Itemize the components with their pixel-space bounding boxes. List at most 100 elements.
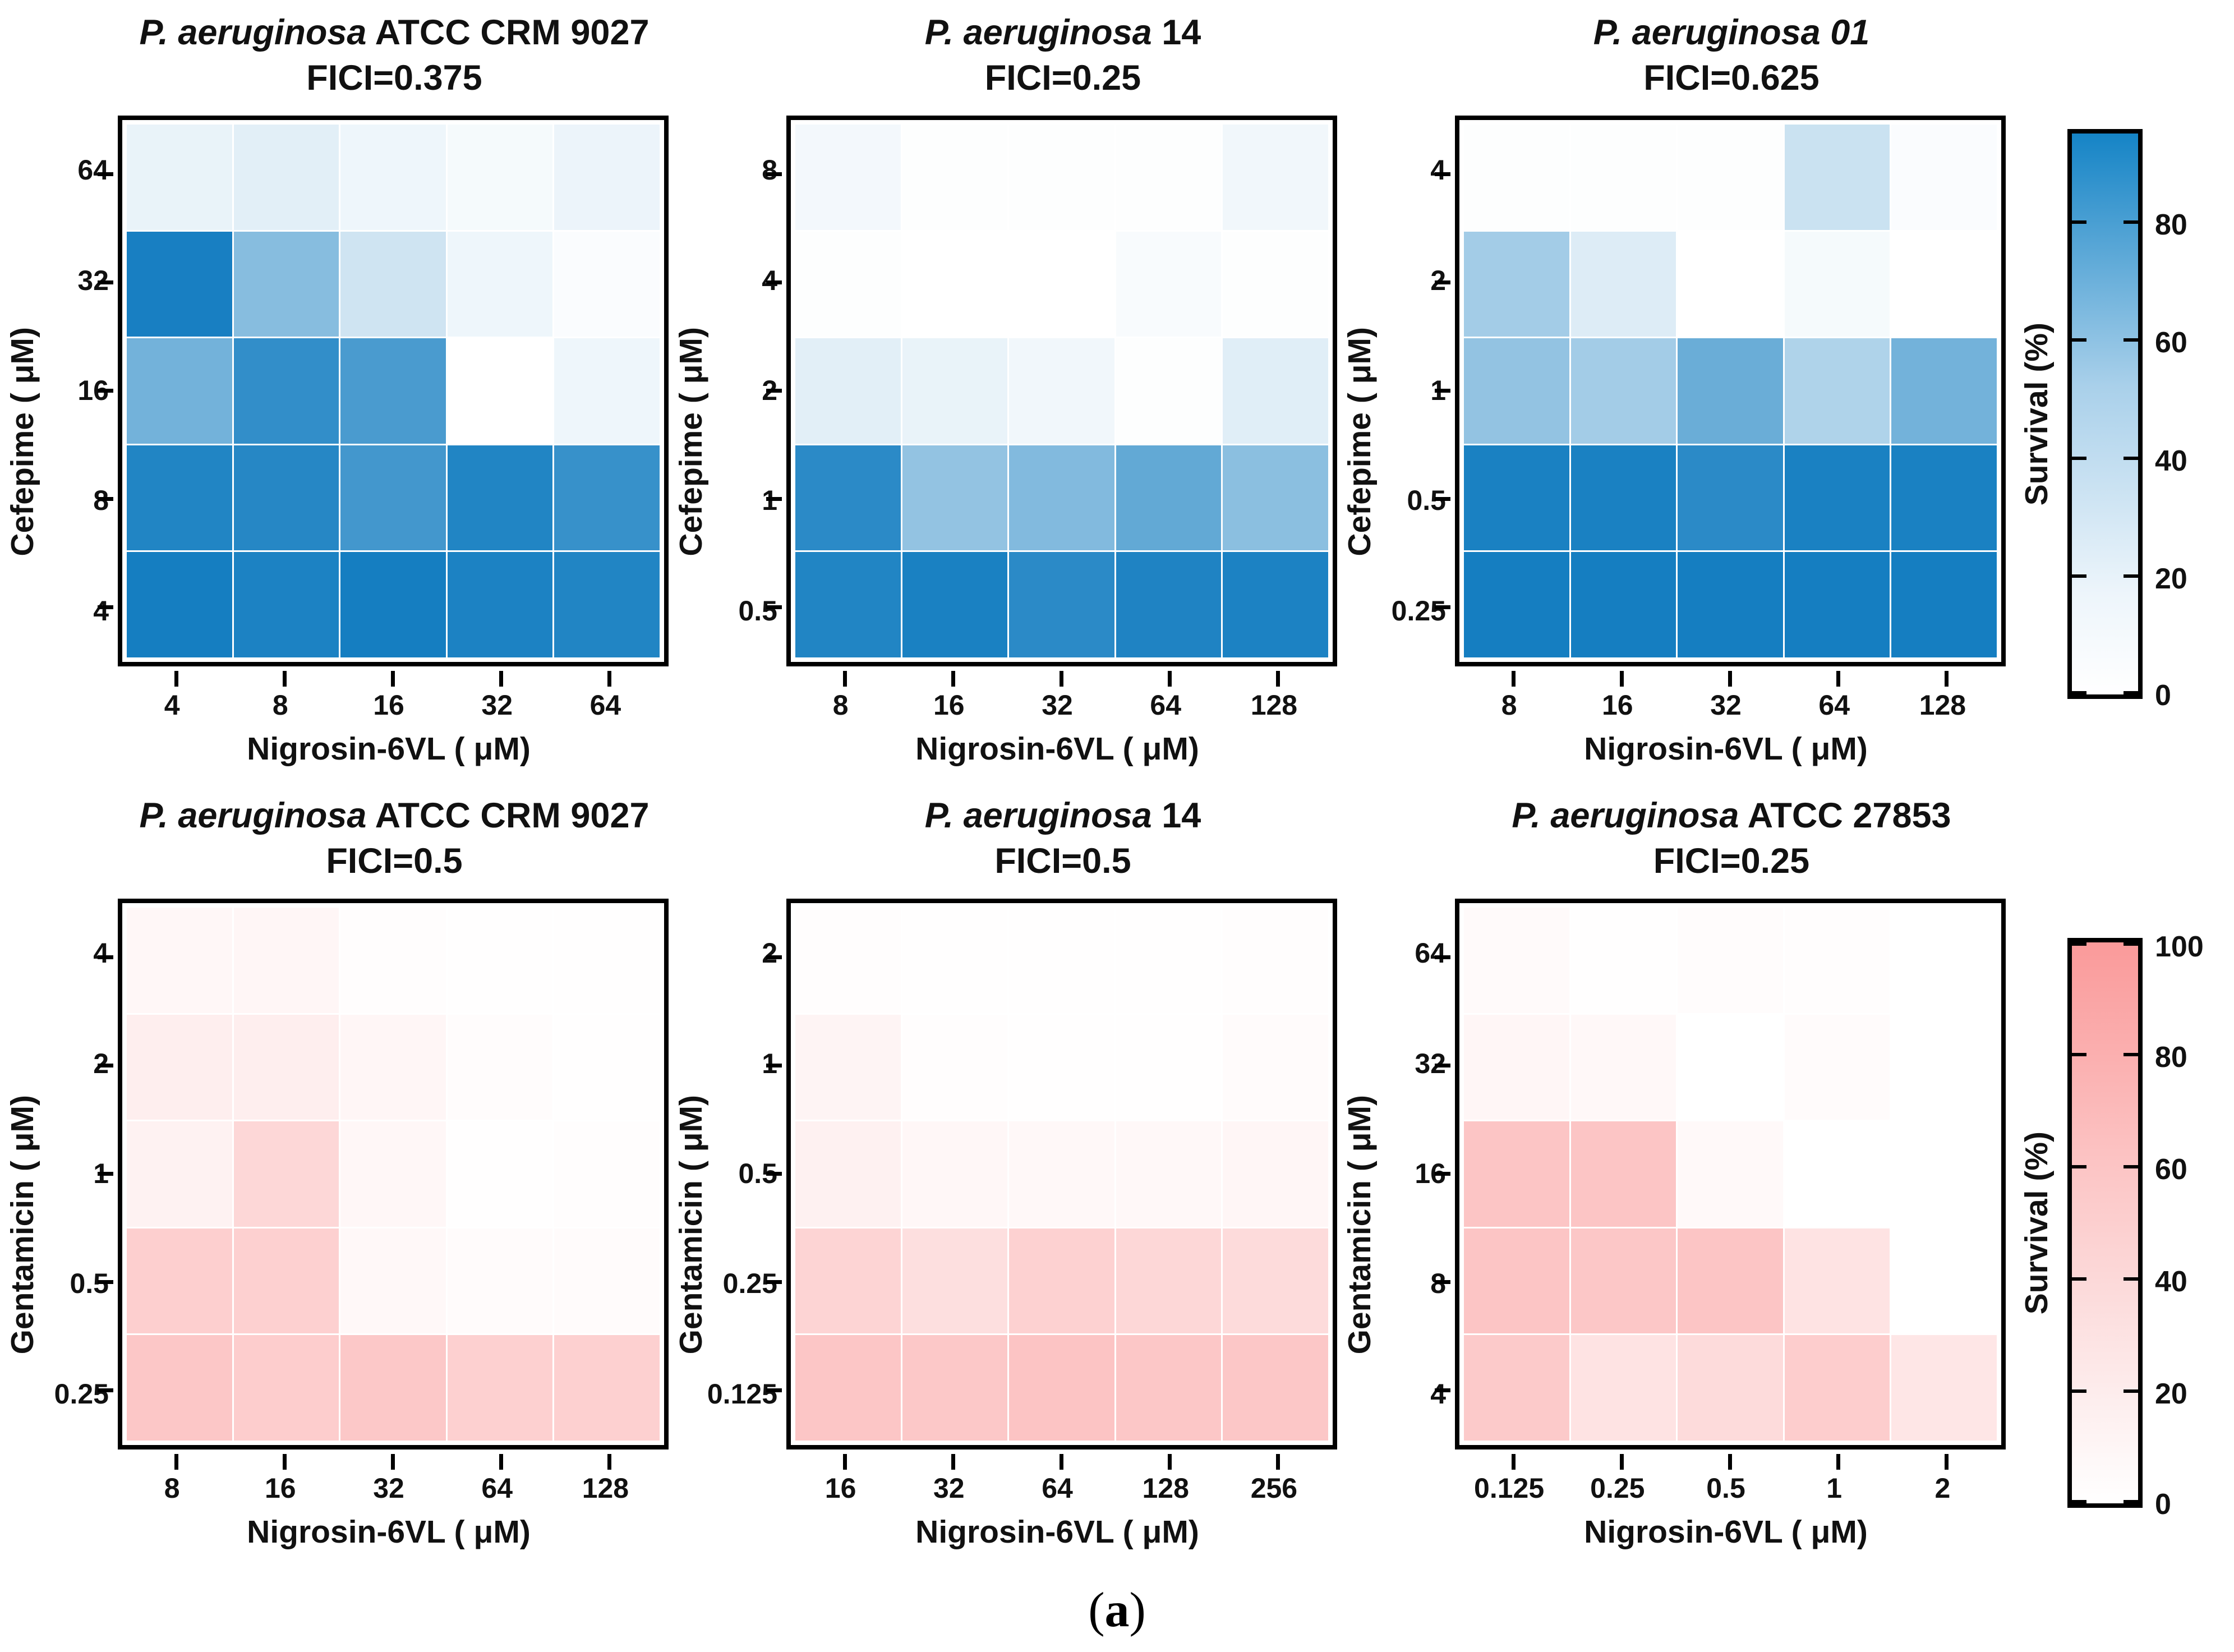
heatmap-plot-group: P. aeruginosa 14 FICI=0.25 Cefepime ( μM) 8… bbox=[669, 10, 1337, 767]
heatmap-cell bbox=[127, 1121, 232, 1227]
plot-title: P. aeruginosa ATCC 27853 FICI=0.25 bbox=[1455, 793, 2008, 892]
heatmap-cell bbox=[1570, 1121, 1676, 1227]
heatmap-cell bbox=[340, 908, 446, 1013]
colorbar-tick-label: 60 bbox=[2155, 326, 2187, 360]
colorbar-tick-mark bbox=[2072, 942, 2086, 946]
colorbar-tick-mark bbox=[2124, 1165, 2138, 1168]
y-tick-label: 8 bbox=[0, 484, 109, 517]
heatmap-plot-group: P. aeruginosa ATCC CRM 9027 FICI=0.5 Genta… bbox=[0, 793, 669, 1550]
heatmap-cell bbox=[1464, 338, 1569, 444]
heatmap-cell bbox=[1784, 231, 1890, 337]
y-tick-labels: 4210.50.25 bbox=[1382, 116, 1455, 666]
heatmap-cell bbox=[1891, 445, 1997, 551]
heatmap-cell bbox=[340, 338, 446, 444]
heatmap-cell bbox=[1464, 1335, 1569, 1441]
heatmap-cell bbox=[1891, 1014, 1997, 1120]
colorbar-tick-labels: 0 20 40 60 80 bbox=[2143, 129, 2227, 712]
heatmap-cell bbox=[1009, 231, 1114, 337]
heatmap-cell bbox=[1116, 338, 1222, 444]
heatmap-cell bbox=[127, 1228, 232, 1334]
colorbar-tick-mark bbox=[2124, 1277, 2138, 1281]
plot-title: P. aeruginosa 14 FICI=0.5 bbox=[786, 793, 1339, 892]
heatmap-cell bbox=[233, 445, 339, 551]
heatmap-cell bbox=[554, 338, 660, 444]
heatmap-cell bbox=[340, 552, 446, 657]
x-axis-title: Nigrosin-6VL ( μM) bbox=[247, 1514, 531, 1550]
y-axis-tick-mark bbox=[1435, 1388, 1450, 1393]
y-axis-tick-mark bbox=[766, 389, 782, 393]
heatmap-cell bbox=[1784, 445, 1890, 551]
y-axis-tick-mark bbox=[1435, 1063, 1450, 1067]
colorbar-tick-mark bbox=[2124, 1053, 2138, 1056]
x-axis-tick-mark bbox=[1060, 1454, 1063, 1470]
heatmap-cell bbox=[1891, 338, 1997, 444]
heatmap-cell bbox=[340, 231, 446, 337]
heatmap-cell bbox=[127, 1335, 232, 1441]
heatmap-frame bbox=[766, 116, 1337, 687]
plot-body: Gentamicin ( μM)210.50.250.1251632641282… bbox=[669, 899, 1337, 1550]
heatmap-row-cefepime: P. aeruginosa ATCC CRM 9027 FICI=0.375 Cef… bbox=[0, 0, 2234, 767]
heatmap-cell bbox=[795, 908, 901, 1013]
heatmap-grid bbox=[1464, 908, 1997, 1441]
plot-title-strain: P. aeruginosa bbox=[924, 796, 1152, 835]
panel-caption: (a) bbox=[0, 1582, 2234, 1639]
heatmap-cell bbox=[554, 1335, 660, 1441]
y-tick-label: 2 bbox=[1334, 264, 1446, 297]
y-tick-label: 8 bbox=[762, 154, 777, 186]
heatmap-cell bbox=[902, 231, 1008, 337]
plot-title-strain-suffix: ATCC 27853 bbox=[1739, 796, 1951, 835]
x-axis-tick-mark bbox=[1836, 1454, 1841, 1470]
heatmap-grid bbox=[795, 125, 1328, 657]
x-axis-tick-mark bbox=[1728, 1454, 1732, 1470]
y-tick-label: 1 bbox=[665, 1047, 777, 1080]
heatmap-cell bbox=[1223, 552, 1328, 657]
y-axis-tick-mark bbox=[766, 1172, 782, 1176]
y-tick-label: 4 bbox=[93, 937, 109, 969]
y-axis-tick-mark bbox=[98, 389, 113, 393]
heatmap-cell bbox=[1784, 908, 1890, 1013]
x-tick-label: 2 bbox=[1934, 1472, 1951, 1504]
heatmap-cell bbox=[1678, 445, 1783, 551]
x-tick-labels: 16 32 64 128 256 bbox=[786, 1472, 1328, 1504]
heatmap-cell bbox=[1570, 445, 1676, 551]
heatmap-cell bbox=[554, 445, 660, 551]
heatmap-cell bbox=[554, 1228, 660, 1334]
y-tick-label: 0.25 bbox=[722, 1268, 777, 1300]
heatmap-cell bbox=[1678, 1335, 1783, 1441]
heatmap-cell bbox=[1009, 1335, 1114, 1441]
plot-body: Gentamicin ( μM) 4 2 1 0.5 0.25 8 16 32 64 128 Nigr… bbox=[0, 899, 669, 1550]
y-axis-tick-mark bbox=[1435, 497, 1450, 501]
heatmap-cell bbox=[902, 1228, 1008, 1334]
y-tick-label: 1 bbox=[1334, 374, 1446, 407]
x-axis-tick-mark bbox=[391, 671, 395, 687]
y-axis-title-text: Gentamicin ( μM) bbox=[4, 1094, 40, 1355]
heatmap-cell bbox=[233, 1335, 339, 1441]
colorbar-tick-mark bbox=[2072, 1165, 2086, 1168]
heatmap-plot-group: P. aeruginosa 14 FICI=0.5 Gentamicin ( μM)… bbox=[669, 793, 1337, 1550]
colorbar-tick-mark bbox=[2072, 1053, 2086, 1056]
x-tick-label: 4 bbox=[164, 689, 180, 721]
y-axis-tick-mark bbox=[1435, 389, 1450, 393]
x-axis-tick-mark bbox=[607, 671, 612, 687]
heatmap-cell bbox=[902, 338, 1008, 444]
heatmap-cell bbox=[1891, 1335, 1997, 1441]
colorbar-tick-label: 80 bbox=[2155, 1041, 2187, 1074]
x-tick-label: 128 bbox=[1142, 1472, 1189, 1504]
heatmap-cell bbox=[1009, 908, 1114, 1013]
colorbar-tick-mark bbox=[2072, 220, 2086, 224]
y-tick-label: 2 bbox=[665, 374, 777, 407]
y-tick-label: 0.25 bbox=[1391, 595, 1446, 627]
colorbar-tick-label: 40 bbox=[2155, 444, 2187, 477]
colorbar-tick-label: 20 bbox=[2155, 563, 2187, 596]
y-axis-tick-mark bbox=[98, 497, 113, 501]
x-axis-tick-mark bbox=[842, 671, 847, 687]
heatmap-cell bbox=[1464, 125, 1569, 230]
plot-body: Cefepime ( μM) 64 32 16 8 4 4 8 16 32 64 Nigrosin-6… bbox=[0, 116, 669, 767]
x-axis-title: Nigrosin-6VL ( μM) bbox=[1584, 731, 1868, 767]
x-axis-tick-mark bbox=[1276, 671, 1280, 687]
y-axis-title-text: Cefepime ( μM) bbox=[4, 326, 40, 556]
heatmap-cell bbox=[795, 1228, 901, 1334]
heatmap-cell bbox=[447, 125, 553, 230]
heatmap-cell bbox=[1009, 338, 1114, 444]
